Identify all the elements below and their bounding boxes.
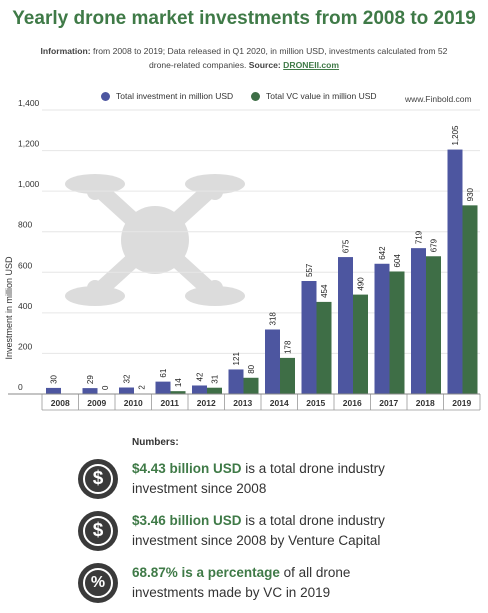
- y-tick-label: 0: [18, 382, 23, 392]
- bar-total: [411, 248, 426, 394]
- bar-total: [82, 388, 98, 394]
- bar-total: [447, 149, 463, 394]
- bar-total: [374, 263, 390, 394]
- bar-vc: [353, 294, 368, 394]
- data-label: 14: [174, 378, 183, 387]
- data-label: 930: [466, 187, 475, 201]
- data-label: 454: [320, 284, 329, 298]
- y-tick-label: 200: [18, 341, 32, 351]
- drone-icon: [65, 174, 245, 306]
- bar-total: [46, 387, 61, 394]
- y-tick-label: 800: [18, 220, 32, 230]
- x-tick-label: 2015: [306, 398, 325, 408]
- legend-item-vc: Total VC value in million USD: [251, 91, 377, 101]
- data-label: 318: [269, 312, 278, 326]
- x-tick-label: 2014: [270, 398, 289, 408]
- x-tick-label: 2008: [51, 398, 70, 408]
- x-tick-label: 2013: [233, 398, 252, 408]
- y-tick-label: 1,000: [18, 179, 40, 189]
- bar-vc: [462, 205, 478, 394]
- stat-total-investment: $ $4.43 billion USD is a total drone ind…: [78, 459, 422, 499]
- y-tick-label: 1,200: [18, 139, 40, 149]
- bar-vc: [207, 387, 222, 394]
- stat-highlight: 68.87% is a percentage: [132, 565, 280, 580]
- data-label: 29: [86, 375, 95, 384]
- percent-icon: %: [78, 563, 118, 603]
- data-label: 2: [138, 385, 147, 390]
- y-tick-label: 600: [18, 260, 32, 270]
- legend-label-vc: Total VC value in million USD: [266, 91, 377, 101]
- bar-total: [155, 381, 171, 394]
- data-label: 642: [378, 246, 387, 260]
- bar-vc: [243, 377, 259, 394]
- bar-total: [338, 257, 353, 394]
- stat-text: of all drone investments made by VC in 2…: [132, 565, 351, 600]
- legend-swatch-vc: [251, 91, 260, 101]
- x-tick-label: 2012: [197, 398, 216, 408]
- bar-total: [192, 385, 207, 394]
- x-tick-label: 2017: [379, 398, 398, 408]
- stat-vc-investment: $ $3.46 billion USD is a total drone ind…: [78, 511, 422, 551]
- bar-total: [265, 329, 280, 394]
- chart-title: Yearly drone market investments from 200…: [12, 8, 476, 29]
- legend-swatch-total: [101, 91, 110, 101]
- legend-item-total: Total investment in million USD: [101, 91, 233, 101]
- dollar-icon: $: [78, 459, 118, 499]
- data-label: 30: [50, 374, 59, 383]
- data-label: 719: [415, 230, 424, 244]
- info-text: from 2008 to 2019; Data released in Q1 2…: [90, 46, 448, 70]
- x-tick-label: 2010: [124, 398, 143, 408]
- legend-label-total: Total investment in million USD: [116, 91, 234, 101]
- data-label: 42: [196, 372, 205, 381]
- y-axis-label: Investment in million USD: [4, 256, 14, 360]
- dollar-icon: $: [78, 511, 118, 551]
- x-tick-label: 2016: [343, 398, 362, 408]
- bar-vc: [170, 391, 186, 394]
- y-tick-label: 400: [18, 301, 32, 311]
- stat-text: is a total drone industry investment sin…: [132, 513, 385, 548]
- bar-total: [119, 387, 134, 394]
- bar-vc: [280, 357, 295, 394]
- data-label: 675: [342, 239, 351, 253]
- x-tick-label: 2019: [452, 398, 471, 408]
- x-tick-label: 2009: [87, 398, 106, 408]
- data-label: 32: [123, 374, 132, 383]
- source-label: Source:: [248, 60, 281, 70]
- x-tick-label: 2018: [416, 398, 435, 408]
- data-label: 121: [232, 352, 241, 366]
- y-tick-label: 1,400: [18, 100, 40, 108]
- data-label: 31: [211, 374, 220, 383]
- data-label: 178: [284, 340, 293, 354]
- data-label: 604: [393, 254, 402, 268]
- bar-vc: [426, 256, 441, 394]
- data-label: 490: [357, 277, 366, 291]
- x-tick-label: 2011: [161, 398, 180, 408]
- data-label: 61: [159, 368, 168, 377]
- stat-highlight: $3.46 billion USD: [132, 513, 242, 528]
- data-label: 1,205: [451, 125, 460, 146]
- bar-total: [301, 281, 317, 394]
- data-label: 80: [247, 364, 256, 373]
- site-watermark: www.Finbold.com: [405, 94, 472, 104]
- bar-vc: [316, 301, 332, 394]
- data-label: 557: [305, 263, 314, 277]
- numbers-heading: Numbers:: [132, 437, 179, 448]
- source-link[interactable]: DRONEII.com: [283, 60, 340, 70]
- bar-vc: [389, 271, 405, 394]
- info-label: Information:: [40, 46, 91, 56]
- stat-text: is a total drone industry investment sin…: [132, 461, 385, 496]
- data-label: 0: [101, 385, 110, 390]
- info-note: Information: from 2008 to 2019; Data rel…: [30, 44, 458, 72]
- stat-vc-percentage: % 68.87% is a percentage of all drone in…: [78, 563, 422, 603]
- bar-chart: 30 29 0 32 2 61 14 42 31 121 80 318 178 557 454 675 490 6…: [4, 100, 481, 411]
- bar-total: [228, 369, 244, 394]
- stat-highlight: $4.43 billion USD: [132, 461, 242, 476]
- data-label: 679: [430, 238, 439, 252]
